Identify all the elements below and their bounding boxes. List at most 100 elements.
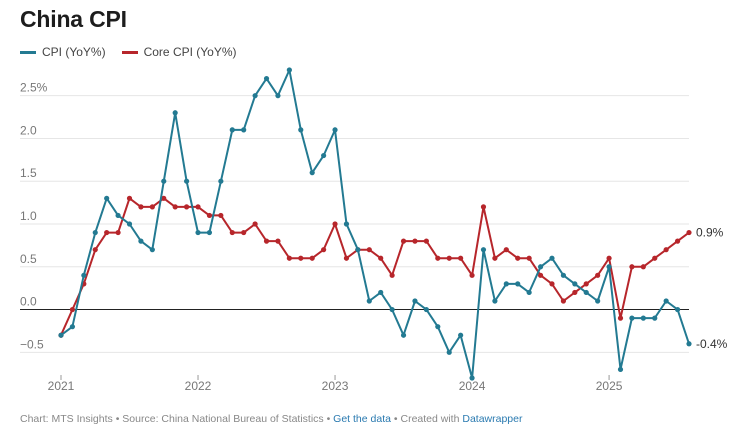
core-cpi-point <box>572 289 578 296</box>
core-cpi-point <box>389 272 395 278</box>
core-cpi-point <box>115 229 121 236</box>
core-cpi-point <box>172 204 178 210</box>
cpi-point <box>686 341 692 347</box>
core-cpi-point <box>321 247 327 253</box>
cpi-point <box>241 127 247 133</box>
core-cpi-point <box>469 272 475 278</box>
y-tick-label: 0.5 <box>20 252 37 266</box>
core-cpi-point <box>138 204 144 210</box>
core-cpi-point <box>686 229 692 236</box>
cpi-point <box>332 127 338 133</box>
cpi-point <box>674 306 681 313</box>
cpi-point <box>537 264 544 270</box>
core-cpi-point <box>412 238 418 244</box>
datawrapper-link[interactable]: Datawrapper <box>462 413 523 425</box>
line-chart: −0.5 0.0 0.5 1.0 1.5 2.0 2.5% 2021 2022 2023 2024 2… <box>20 67 728 393</box>
cpi-point <box>503 281 509 287</box>
core-cpi-point <box>640 264 646 270</box>
legend-label-core: Core CPI (YoY%) <box>143 45 237 59</box>
legend-item-core: Core CPI (YoY%) <box>121 45 237 59</box>
x-tick-label: 2023 <box>322 379 349 393</box>
y-tick-label: 0.0 <box>20 295 37 309</box>
cpi-point <box>343 221 350 227</box>
cpi-point <box>515 281 521 287</box>
x-tick-label: 2021 <box>48 379 75 393</box>
core-cpi-point <box>595 272 601 278</box>
core-cpi-end-label: 0.9% <box>696 226 724 240</box>
core-cpi-point <box>241 229 247 236</box>
core-cpi-point <box>652 255 658 261</box>
cpi-point <box>104 195 110 201</box>
footer-credit: Chart: MTS Insights <box>20 413 113 425</box>
legend-swatch-cpi <box>20 50 36 54</box>
legend-item-cpi: CPI (YoY%) <box>20 45 106 59</box>
cpi-point <box>366 298 372 304</box>
cpi-point <box>446 349 452 355</box>
cpi-point <box>81 272 87 278</box>
core-cpi-point <box>435 255 441 261</box>
cpi-point <box>606 264 612 270</box>
get-data-link[interactable]: Get the data <box>333 413 391 425</box>
core-cpi-point <box>617 315 624 321</box>
cpi-point <box>298 127 304 133</box>
core-cpi-point <box>515 255 521 261</box>
core-cpi-point <box>560 298 567 304</box>
cpi-point <box>218 178 224 184</box>
cpi-point <box>492 298 498 304</box>
cpi-point <box>172 110 178 116</box>
x-tick-label: 2025 <box>596 379 623 393</box>
cpi-point <box>115 212 121 219</box>
core-cpi-point <box>104 229 110 236</box>
x-tick-label: 2024 <box>459 379 486 393</box>
core-cpi-point <box>492 255 498 261</box>
core-cpi-point <box>126 195 133 201</box>
y-tick-label: 1.0 <box>20 209 37 223</box>
cpi-point <box>595 298 601 304</box>
chart-footer: Chart: MTS Insights • Source: China Nati… <box>20 413 523 425</box>
core-cpi-point <box>549 281 555 287</box>
cpi-point <box>526 289 532 296</box>
cpi-point <box>378 289 384 296</box>
legend: CPI (YoY%) Core CPI (YoY%) <box>20 45 237 59</box>
cpi-point <box>149 247 155 253</box>
core-cpi-point <box>92 247 98 253</box>
cpi-point <box>355 247 361 253</box>
core-cpi-point <box>298 255 304 261</box>
core-cpi-point <box>229 229 235 236</box>
core-cpi-point <box>286 255 292 261</box>
footer-source: Source: China National Bureau of Statist… <box>122 413 324 425</box>
core-cpi-point <box>503 247 509 253</box>
core-cpi-point <box>218 212 224 219</box>
cpi-point <box>229 127 235 133</box>
cpi-point <box>184 178 190 184</box>
cpi-point <box>617 366 624 373</box>
core-cpi-point <box>343 255 350 261</box>
cpi-point <box>400 332 407 338</box>
y-tick-label: −0.5 <box>20 337 44 351</box>
cpi-point <box>92 229 98 236</box>
cpi-point <box>195 229 201 236</box>
cpi-point <box>389 306 395 313</box>
cpi-end-label: -0.4% <box>696 337 728 351</box>
cpi-point <box>321 152 327 159</box>
core-cpi-point <box>537 272 544 278</box>
cpi-point <box>423 306 429 313</box>
core-cpi-point <box>332 221 338 227</box>
core-cpi-point <box>252 221 258 227</box>
core-cpi-point <box>526 255 532 261</box>
core-cpi-point <box>378 255 384 261</box>
cpi-point <box>58 332 64 338</box>
core-cpi-point <box>606 255 612 261</box>
core-cpi-point <box>161 195 167 201</box>
cpi-point <box>126 221 133 227</box>
cpi-point <box>663 298 669 304</box>
core-cpi-point <box>184 204 190 210</box>
core-cpi-point <box>458 255 464 261</box>
chart-title: China CPI <box>20 6 127 32</box>
cpi-point <box>583 289 589 296</box>
core-cpi-point <box>629 264 635 270</box>
core-cpi-point <box>366 247 372 253</box>
cpi-point <box>138 238 144 244</box>
core-cpi-point <box>423 238 429 244</box>
y-tick-label: 2.0 <box>20 123 37 137</box>
